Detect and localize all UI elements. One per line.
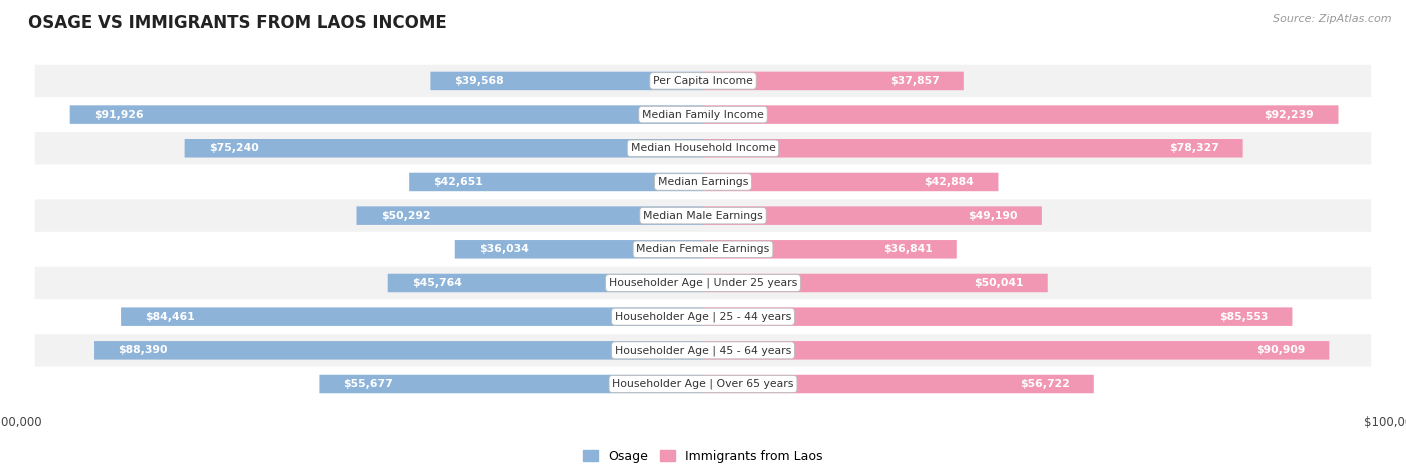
FancyBboxPatch shape [388, 274, 703, 292]
Text: $50,041: $50,041 [974, 278, 1024, 288]
FancyBboxPatch shape [409, 173, 703, 191]
Text: Median Household Income: Median Household Income [630, 143, 776, 153]
Text: $39,568: $39,568 [454, 76, 505, 86]
Text: Median Earnings: Median Earnings [658, 177, 748, 187]
Text: $36,841: $36,841 [883, 244, 932, 255]
FancyBboxPatch shape [35, 166, 1371, 198]
Text: $45,764: $45,764 [412, 278, 461, 288]
Text: OSAGE VS IMMIGRANTS FROM LAOS INCOME: OSAGE VS IMMIGRANTS FROM LAOS INCOME [28, 14, 447, 32]
FancyBboxPatch shape [35, 368, 1371, 400]
Text: Householder Age | Over 65 years: Householder Age | Over 65 years [612, 379, 794, 389]
FancyBboxPatch shape [703, 106, 1339, 124]
Text: Median Female Earnings: Median Female Earnings [637, 244, 769, 255]
FancyBboxPatch shape [70, 106, 703, 124]
FancyBboxPatch shape [35, 300, 1371, 333]
FancyBboxPatch shape [703, 71, 963, 90]
Text: $85,553: $85,553 [1219, 311, 1268, 322]
Text: $50,292: $50,292 [381, 211, 430, 220]
Text: $90,909: $90,909 [1256, 345, 1305, 355]
FancyBboxPatch shape [703, 274, 1047, 292]
Text: $55,677: $55,677 [343, 379, 394, 389]
FancyBboxPatch shape [703, 375, 1094, 393]
FancyBboxPatch shape [35, 99, 1371, 131]
Text: $56,722: $56,722 [1019, 379, 1070, 389]
FancyBboxPatch shape [35, 132, 1371, 164]
Text: $37,857: $37,857 [890, 76, 939, 86]
FancyBboxPatch shape [35, 233, 1371, 265]
Text: Median Family Income: Median Family Income [643, 110, 763, 120]
FancyBboxPatch shape [35, 334, 1371, 367]
FancyBboxPatch shape [430, 71, 703, 90]
FancyBboxPatch shape [703, 240, 957, 259]
Legend: Osage, Immigrants from Laos: Osage, Immigrants from Laos [578, 445, 828, 467]
Text: $84,461: $84,461 [145, 311, 195, 322]
Text: $92,239: $92,239 [1264, 110, 1315, 120]
Text: $88,390: $88,390 [118, 345, 167, 355]
Text: $42,884: $42,884 [925, 177, 974, 187]
FancyBboxPatch shape [35, 199, 1371, 232]
Text: $75,240: $75,240 [208, 143, 259, 153]
FancyBboxPatch shape [35, 267, 1371, 299]
Text: Source: ZipAtlas.com: Source: ZipAtlas.com [1274, 14, 1392, 24]
Text: $42,651: $42,651 [433, 177, 484, 187]
Text: $49,190: $49,190 [969, 211, 1018, 220]
Text: Householder Age | 45 - 64 years: Householder Age | 45 - 64 years [614, 345, 792, 355]
FancyBboxPatch shape [357, 206, 703, 225]
FancyBboxPatch shape [121, 307, 703, 326]
Text: Per Capita Income: Per Capita Income [652, 76, 754, 86]
Text: Householder Age | Under 25 years: Householder Age | Under 25 years [609, 278, 797, 288]
FancyBboxPatch shape [703, 307, 1292, 326]
FancyBboxPatch shape [184, 139, 703, 157]
FancyBboxPatch shape [703, 206, 1042, 225]
Text: Householder Age | 25 - 44 years: Householder Age | 25 - 44 years [614, 311, 792, 322]
FancyBboxPatch shape [35, 65, 1371, 97]
FancyBboxPatch shape [454, 240, 703, 259]
FancyBboxPatch shape [319, 375, 703, 393]
Text: $78,327: $78,327 [1168, 143, 1219, 153]
Text: Median Male Earnings: Median Male Earnings [643, 211, 763, 220]
FancyBboxPatch shape [703, 173, 998, 191]
Text: $91,926: $91,926 [94, 110, 143, 120]
Text: $36,034: $36,034 [479, 244, 529, 255]
FancyBboxPatch shape [94, 341, 703, 360]
FancyBboxPatch shape [703, 341, 1329, 360]
FancyBboxPatch shape [703, 139, 1243, 157]
